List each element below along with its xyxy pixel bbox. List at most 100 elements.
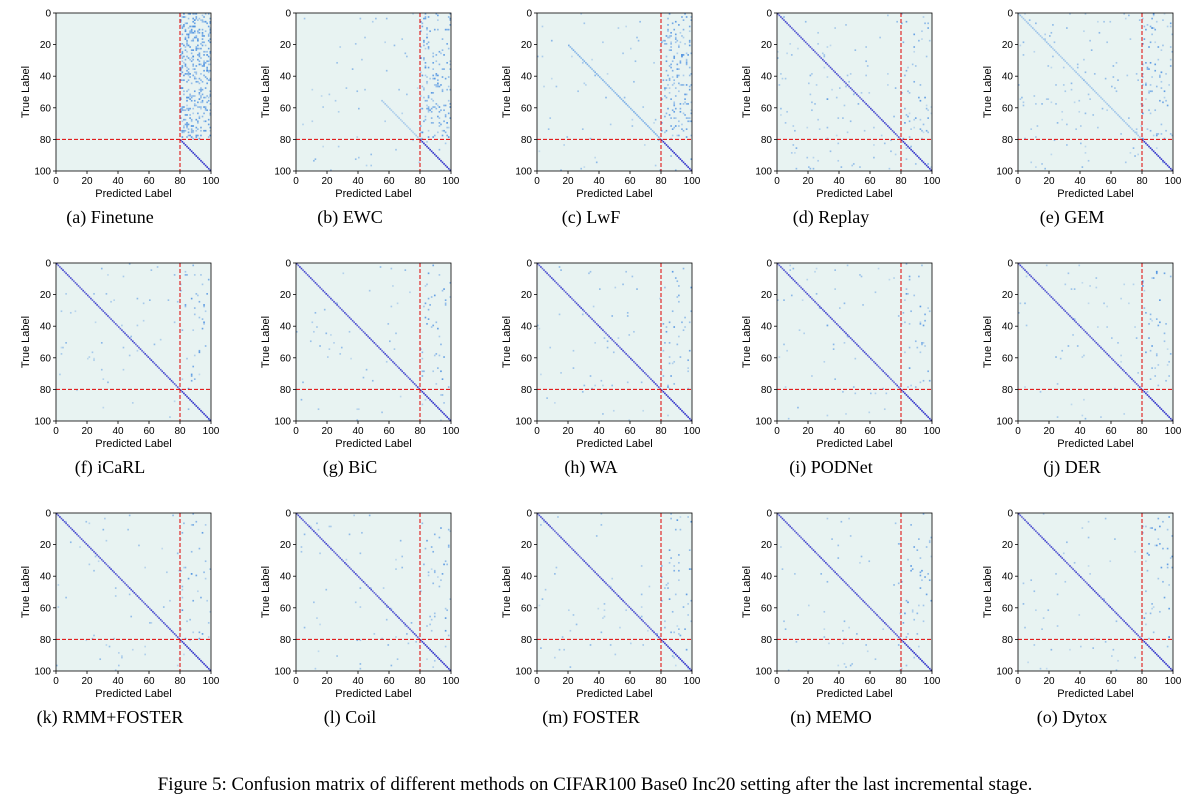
heatmap-cell [1160, 49, 1163, 51]
heatmap-cell [330, 169, 332, 172]
heatmap-cell [192, 599, 195, 602]
x-tick-label: 80 [895, 676, 907, 687]
heatmap-cell [1123, 620, 1126, 623]
heatmap-cell [1055, 573, 1057, 575]
heatmap-cell [1159, 76, 1161, 78]
heatmap-cell [306, 274, 309, 276]
heatmap-cell [74, 281, 77, 284]
heatmap-cell [874, 392, 877, 395]
heatmap-cell [561, 538, 564, 540]
y-tick-label: 60 [761, 103, 773, 114]
heatmap-cell [541, 267, 544, 270]
heatmap-cell [1155, 653, 1158, 656]
heatmap-cell [784, 628, 787, 630]
heatmap-cell [780, 73, 782, 75]
heatmap-cell [437, 104, 439, 107]
heatmap-cell [197, 101, 199, 104]
heatmap-cell [192, 49, 195, 51]
heatmap-cell [209, 77, 212, 80]
heatmap-cell [331, 299, 334, 301]
heatmap-cell [440, 84, 442, 86]
x-tick-label: 60 [864, 676, 876, 687]
heatmap-cell [184, 305, 187, 308]
heatmap-cell [800, 36, 802, 39]
x-tick-label: 40 [833, 426, 845, 437]
heatmap-cell [896, 384, 898, 387]
heatmap-cell [404, 269, 407, 271]
heatmap-cell [687, 603, 689, 605]
heatmap-cell [905, 69, 908, 72]
heatmap-cell [180, 579, 182, 582]
heatmap-cell [626, 381, 629, 384]
heatmap-cell [424, 47, 427, 50]
heatmap-cell [1152, 134, 1155, 137]
heatmap-cell [863, 351, 866, 354]
heatmap-cell [180, 69, 182, 72]
heatmap-cell [430, 150, 433, 153]
heatmap-cell [1027, 272, 1029, 275]
heatmap-cell [642, 644, 645, 646]
heatmap-cell [193, 25, 196, 28]
heatmap-cell [183, 25, 185, 28]
y-tick-label: 80 [280, 385, 292, 396]
heatmap-cell [186, 69, 188, 72]
plot-frame [776, 262, 933, 422]
heatmap-cell [207, 123, 210, 126]
heatmap-cell [1087, 334, 1090, 336]
heatmap-cell [365, 584, 368, 586]
heatmap-cell [577, 304, 579, 306]
heatmap-cell [421, 403, 424, 406]
heatmap-cell [198, 54, 201, 56]
heatmap-cell [421, 74, 424, 77]
heatmap-cell [107, 565, 109, 567]
heatmap-cell [664, 642, 666, 645]
heatmap-cell [797, 33, 799, 36]
x-axis-label: Predicted Label [576, 188, 652, 200]
heatmap-cell [1030, 525, 1033, 528]
heatmap-cell [897, 136, 900, 138]
y-tick-label: 80 [1002, 635, 1014, 646]
heatmap-cell [426, 80, 428, 83]
heatmap-cell [876, 614, 878, 616]
heatmap-cell [662, 375, 665, 377]
heatmap-cell [322, 106, 324, 108]
heatmap-cell [76, 389, 78, 392]
heatmap-cell [195, 35, 198, 37]
heatmap-cell [1138, 636, 1141, 638]
heatmap-cell [444, 607, 447, 610]
heatmap-cell [192, 13, 195, 15]
heatmap-cell [640, 593, 643, 596]
heatmap-cell [809, 167, 812, 170]
heatmap-cell [204, 129, 207, 132]
heatmap-cell [1157, 58, 1160, 61]
heatmap-cell [918, 604, 920, 607]
heatmap-cell [197, 30, 199, 33]
heatmap-cell [546, 397, 548, 399]
heatmap-cell [1154, 28, 1157, 31]
heatmap-cell [1155, 544, 1158, 547]
heatmap-cell [181, 140, 184, 143]
heatmap-cell [409, 291, 411, 294]
heatmap-cell [914, 117, 917, 119]
heatmap-cell [871, 359, 874, 362]
heatmap-cell [865, 60, 867, 63]
heatmap-cell [837, 324, 840, 327]
heatmap-cell [421, 131, 424, 134]
heatmap-cell [122, 346, 125, 349]
heatmap-cell [678, 633, 680, 635]
heatmap-cell [927, 166, 929, 168]
heatmap-cell [901, 580, 903, 583]
heatmap-cell [684, 98, 686, 100]
heatmap-cell [385, 354, 388, 357]
heatmap-cell [181, 55, 184, 58]
heatmap-cell [423, 563, 425, 566]
heatmap-cell [354, 43, 357, 45]
heatmap-cell [918, 96, 920, 99]
heatmap-cell [914, 653, 917, 656]
heatmap-cell [636, 288, 638, 290]
heatmap-cell [167, 626, 170, 629]
y-tick-label: 60 [521, 603, 533, 614]
heatmap-cell [184, 114, 187, 116]
heatmap-cell [87, 544, 89, 547]
heatmap-cell [564, 541, 567, 544]
